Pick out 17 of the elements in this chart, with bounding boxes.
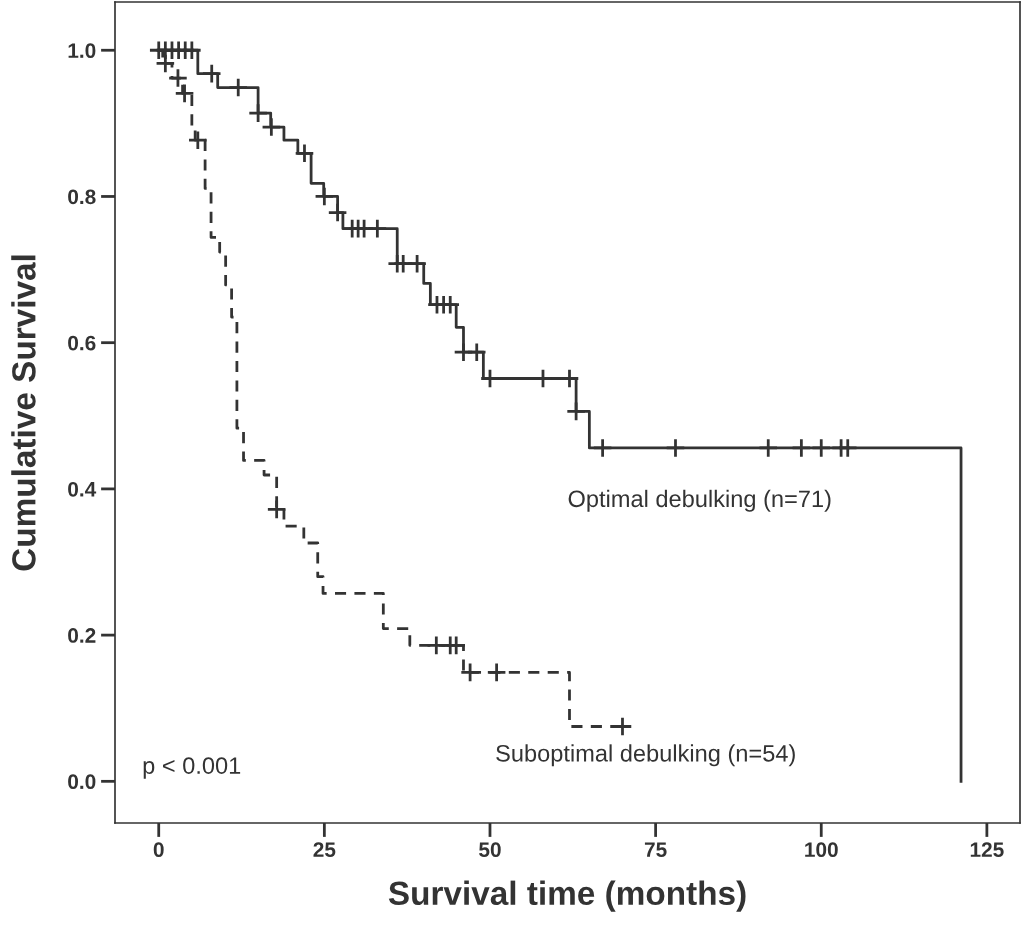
x-tick-label: 100: [805, 842, 838, 858]
y-axis-title: Cumulative Survival: [11, 255, 36, 571]
x-axis-title: Survival time (months): [388, 880, 746, 912]
series-label: Optimal debulking (n=71): [568, 489, 831, 512]
x-tick-label: 75: [644, 842, 667, 858]
y-tick-label: 0.4: [68, 481, 97, 497]
y-tick-label: 0.6: [68, 335, 96, 351]
x-tick-label: 125: [970, 842, 1004, 858]
x-tick-label: 0: [153, 842, 164, 858]
y-tick-label: 0.8: [68, 189, 96, 205]
y-tick-label: 0.2: [68, 628, 96, 643]
x-tick-label: 25: [313, 842, 336, 858]
annotation: p < 0.001: [143, 757, 241, 779]
y-tick-label: 1.0: [68, 43, 96, 59]
series-label: Suboptimal debulking (n=54): [496, 744, 795, 767]
x-tick-label: 50: [479, 842, 501, 858]
y-tick-label: 0.0: [68, 774, 96, 790]
